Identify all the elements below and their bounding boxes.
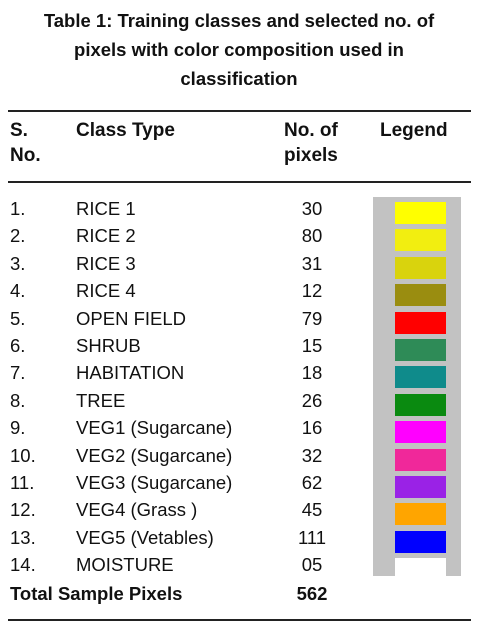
row-class-type: RICE 4 — [76, 280, 136, 302]
header-legend: Legend — [380, 120, 448, 141]
row-sno: 9. — [10, 417, 26, 439]
legend-swatch — [395, 448, 446, 471]
table-row: 4. RICE 4 12 — [0, 277, 478, 304]
table-row: 5. OPEN FIELD 79 — [0, 305, 478, 332]
table-row: 14. MOISTURE 05 — [0, 551, 478, 578]
row-sno: 5. — [10, 307, 26, 329]
header-sno: S. No. — [10, 118, 60, 168]
legend-swatch — [395, 530, 446, 553]
row-sno: 6. — [10, 334, 26, 356]
table-row: 7. HABITATION 18 — [0, 359, 478, 386]
legend-swatch — [395, 229, 446, 252]
row-class-type: RICE 1 — [76, 198, 136, 219]
row-sno: 12. — [10, 499, 36, 521]
row-pixels: 15 — [301, 334, 323, 356]
legend-swatch — [395, 476, 446, 498]
row-sno: 7. — [10, 362, 26, 384]
row-pixels: 80 — [301, 225, 323, 247]
row-sno: 8. — [10, 389, 26, 411]
row-pixels: 12 — [301, 280, 323, 302]
row-class-type: SHRUB — [76, 334, 141, 356]
legend-swatch — [395, 421, 446, 444]
table-row: 10. VEG2 (Sugarcane) 32 — [0, 442, 478, 469]
row-sno: 1. — [10, 198, 26, 219]
row-pixels: 32 — [301, 444, 323, 466]
row-class-type: VEG3 (Sugarcane) — [76, 471, 233, 493]
row-pixels: 62 — [301, 471, 323, 493]
legend-panel — [373, 197, 461, 581]
header-sno-line-1: S. — [10, 120, 28, 141]
header-bottom-rule — [8, 181, 471, 183]
table-row: 6. SHRUB 15 — [0, 332, 478, 359]
row-class-type: VEG5 (Vetables) — [76, 526, 214, 548]
table-row: 1. RICE 1 30 — [0, 195, 478, 222]
table-row: 3. RICE 3 31 — [0, 250, 478, 277]
table-caption: Table 1: Training classes and selected n… — [0, 6, 478, 93]
total-label: Total Sample Pixels — [10, 583, 183, 604]
caption-line-3: classification — [180, 68, 298, 89]
total-value: 562 — [296, 583, 328, 604]
row-class-type: RICE 2 — [76, 225, 136, 247]
table-top-rule — [8, 110, 471, 112]
row-pixels: 31 — [301, 252, 323, 274]
legend-swatch — [395, 202, 446, 224]
row-pixels: 18 — [301, 362, 323, 384]
table-row: 8. TREE 26 — [0, 387, 478, 414]
legend-swatch — [395, 256, 446, 279]
legend-swatch — [395, 558, 446, 581]
legend-swatch — [395, 339, 446, 361]
table-body: 1. RICE 1 30 2. RICE 2 80 3. RICE 3 31 4. RICE 4 12… — [0, 195, 478, 578]
row-pixels: 26 — [301, 389, 323, 411]
row-sno: 3. — [10, 252, 26, 274]
row-class-type: VEG1 (Sugarcane) — [76, 417, 233, 439]
table-row: 12. VEG4 (Grass ) 45 — [0, 496, 478, 523]
row-class-type: VEG2 (Sugarcane) — [76, 444, 233, 466]
legend-swatch — [395, 284, 446, 307]
row-pixels: 45 — [301, 499, 323, 521]
header-pixels: No. of pixels — [284, 118, 354, 168]
legend-swatch — [395, 366, 446, 389]
row-sno: 2. — [10, 225, 26, 247]
row-class-type: HABITATION — [76, 362, 185, 384]
table-bottom-rule — [8, 619, 471, 621]
row-sno: 4. — [10, 280, 26, 302]
legend-swatch — [395, 503, 446, 526]
table-row: 13. VEG5 (Vetables) 111 — [0, 524, 478, 551]
table-row: 2. RICE 2 80 — [0, 222, 478, 249]
row-class-type: RICE 3 — [76, 252, 136, 274]
row-sno: 10. — [10, 444, 36, 466]
row-class-type: OPEN FIELD — [76, 307, 186, 329]
row-sno: 14. — [10, 554, 36, 576]
row-pixels: 16 — [301, 417, 323, 439]
caption-line-1: Table 1: Training classes and selected n… — [43, 10, 435, 31]
legend-swatch — [395, 311, 446, 334]
row-pixels: 79 — [301, 307, 323, 329]
row-class-type: VEG4 (Grass ) — [76, 499, 198, 521]
table-row: 9. VEG1 (Sugarcane) 16 — [0, 414, 478, 441]
row-class-type: MOISTURE — [76, 554, 174, 576]
header-pixels-line-2: pixels — [284, 145, 338, 166]
caption-line-2: pixels with color composition used in — [74, 39, 404, 60]
header-sno-line-2: No. — [10, 145, 41, 166]
legend-swatch — [395, 393, 446, 416]
row-class-type: TREE — [76, 389, 126, 411]
header-class-type: Class Type — [76, 120, 175, 141]
row-pixels: 111 — [297, 526, 327, 548]
table-row: 11. VEG3 (Sugarcane) 62 — [0, 469, 478, 496]
row-pixels: 30 — [301, 198, 323, 219]
row-pixels: 05 — [301, 554, 323, 576]
header-pixels-line-1: No. of — [284, 120, 338, 141]
row-sno: 11. — [10, 471, 35, 493]
row-sno: 13. — [10, 526, 36, 548]
